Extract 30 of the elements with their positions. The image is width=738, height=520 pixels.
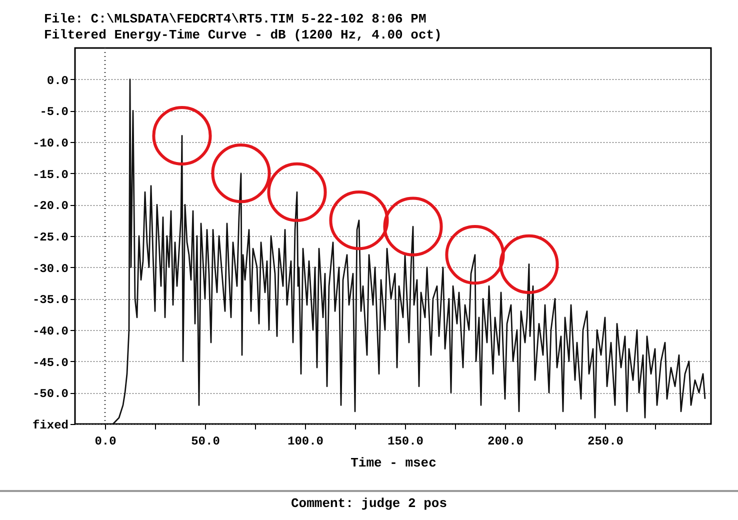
- x-tick-label: 100.0: [287, 434, 324, 448]
- chart-subtitle: Filtered Energy-Time Curve - dB (1200 Hz, 4.00 oct): [44, 27, 442, 42]
- x-axis-title: Time - msec: [350, 456, 437, 470]
- y-tick-label: -40.0: [32, 324, 68, 338]
- y-tick-label: -30.0: [32, 262, 68, 276]
- x-tick-label: 50.0: [191, 434, 220, 448]
- chart-title: File: C:\MLSDATA\FEDCRT4\RT5.TIM 5-22-102 8:06 PM: [44, 11, 426, 26]
- x-tick-label: 0.0: [94, 434, 116, 448]
- point: [329, 190, 389, 250]
- y-tick-label: 0.0: [46, 74, 68, 88]
- x-tick-label: 150.0: [387, 434, 424, 448]
- y-tick-label: -15.0: [32, 168, 68, 182]
- text: Comment: judge 2 pos: [0, 490, 738, 511]
- x-tick-label: 200.0: [487, 434, 524, 448]
- point: [383, 196, 443, 256]
- point: [445, 225, 505, 285]
- y-tick-label: -35.0: [32, 293, 68, 308]
- point: [211, 144, 271, 204]
- y-tick-label: fixed: [32, 418, 68, 432]
- point: [267, 162, 327, 222]
- line-series: [112, 78, 706, 425]
- point: [499, 234, 559, 294]
- y-tick-label: -10.0: [32, 136, 68, 150]
- y-tick-label: -25.0: [32, 230, 68, 244]
- y-tick-label: -50.0: [32, 387, 68, 402]
- y-tick-label: -45.0: [32, 356, 68, 370]
- y-tick-label: -20.0: [32, 199, 68, 214]
- y-tick-label: -5.0: [40, 105, 68, 120]
- point: [152, 106, 212, 166]
- x-tick-label: 250.0: [587, 434, 624, 448]
